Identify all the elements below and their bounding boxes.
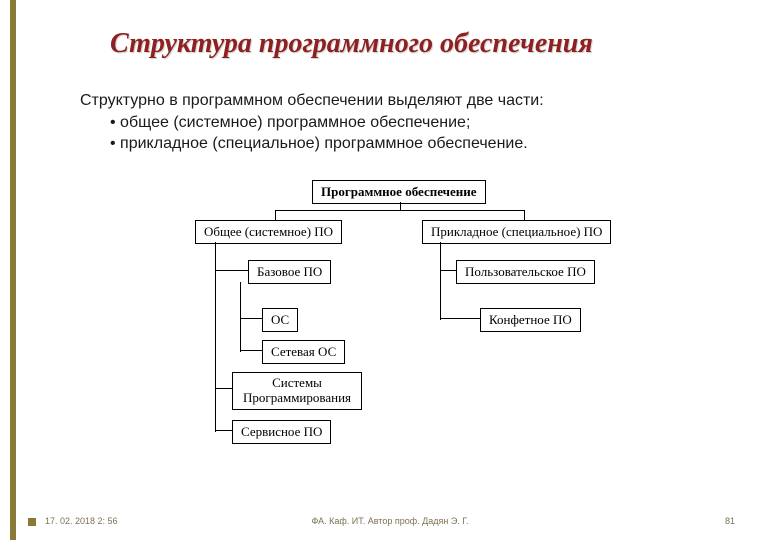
edge: [440, 270, 456, 271]
slide-title: Структура программного обеспечения: [110, 28, 593, 60]
org-chart: Программное обеспечение Общее (системное…: [100, 180, 680, 480]
edge: [215, 270, 248, 271]
edge: [440, 318, 480, 319]
edge: [240, 318, 262, 319]
edge: [240, 350, 262, 351]
bullet-1: • общее (системное) программное обеспече…: [110, 112, 700, 134]
node-os: ОС: [262, 308, 298, 332]
edge: [275, 210, 525, 211]
node-user: Пользовательское ПО: [456, 260, 595, 284]
node-sys: Общее (системное) ПО: [195, 220, 342, 244]
edge: [240, 282, 241, 352]
node-base: Базовое ПО: [248, 260, 331, 284]
footer-author: ФА. Каф. ИТ. Автор проф. Дадян Э. Г.: [0, 516, 780, 526]
edge: [215, 388, 232, 389]
footer-page: 81: [725, 516, 735, 526]
accent-bar: [10, 0, 16, 540]
bullet-2: • прикладное (специальное) программное о…: [110, 133, 700, 155]
node-spec: Конфетное ПО: [480, 308, 581, 332]
node-prog: СистемыПрограммирования: [232, 372, 362, 410]
node-app: Прикладное (специальное) ПО: [422, 220, 611, 244]
edge: [440, 242, 441, 320]
edge: [400, 202, 401, 210]
node-serv: Сервисное ПО: [232, 420, 331, 444]
body-text: Структурно в программном обеспечении выд…: [80, 90, 700, 155]
node-netos: Сетевая ОС: [262, 340, 345, 364]
intro-line: Структурно в программном обеспечении выд…: [80, 90, 700, 112]
edge: [215, 430, 232, 431]
node-root: Программное обеспечение: [312, 180, 486, 204]
edge: [275, 210, 276, 220]
edge: [524, 210, 525, 220]
